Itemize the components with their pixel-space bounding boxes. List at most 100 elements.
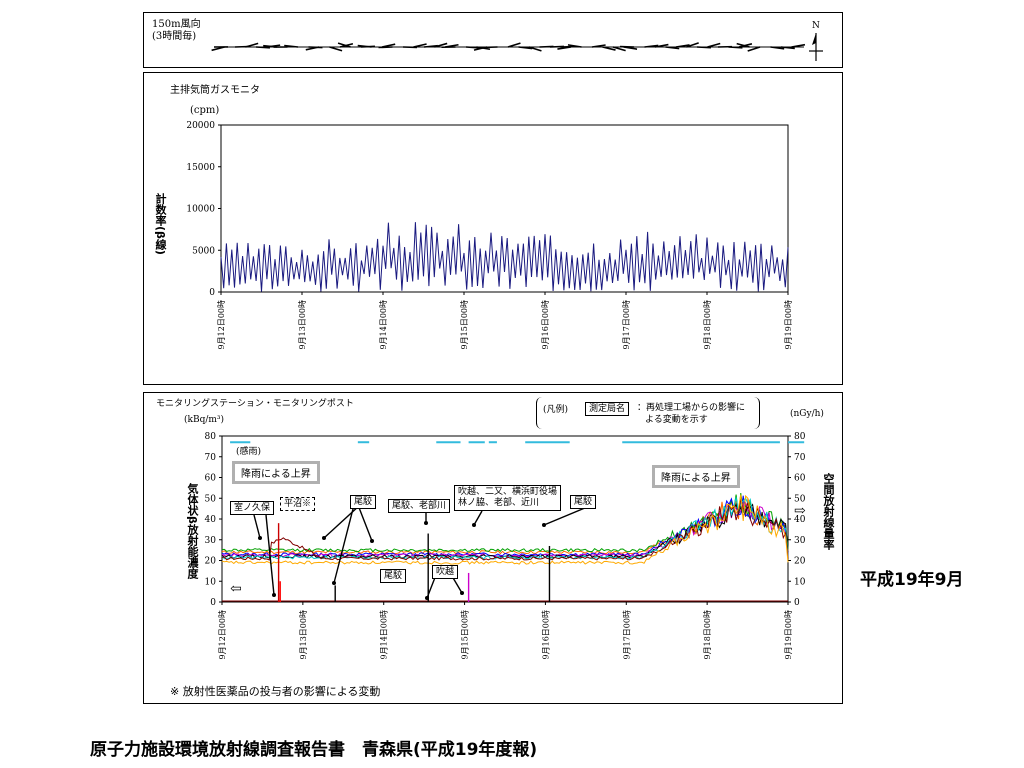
wind-arrow (434, 42, 448, 48)
annotation-fukkoshi: 吹越 (432, 565, 459, 579)
mon-ytick-label-left: 60 (205, 474, 217, 484)
dose-rate-series (221, 501, 789, 558)
report-footer: 原子力施設環境放射線調査報告書 青森県(平成19年度報) (90, 740, 538, 760)
mon-ytick-label-right: 50 (794, 494, 806, 504)
dose-rate-series (221, 497, 789, 560)
gas-ytick-label: 20000 (186, 121, 215, 131)
annotation-arrow-head (258, 536, 262, 540)
wind-arrows (211, 42, 806, 52)
mon-ytick-label-left: 30 (205, 536, 217, 546)
wind-arrow (686, 42, 699, 48)
mon-ytick-label-left: 10 (205, 577, 217, 587)
north-compass-icon (809, 33, 823, 61)
mon-ytick-label-left: 70 (205, 453, 217, 463)
mon-ytick-label-left: 20 (205, 557, 217, 567)
mon-ytick-label-right: 70 (794, 453, 806, 463)
annotation-hiranuma: 平沼※ (280, 497, 316, 511)
dose-rate-series (221, 495, 789, 557)
annotation-arrow-head (424, 521, 428, 525)
unit-left-text: (kBq/m³) (184, 415, 225, 425)
dose-rate-series (221, 494, 789, 565)
annotation-arrow-head (425, 596, 429, 600)
mon-ytick-label-left: 40 (205, 515, 217, 525)
legend-text-line2: よる変動を示す (645, 415, 708, 425)
monitoring-ylabel-right: 空間放射線量率 (822, 473, 835, 550)
wind-direction-panel: 150m風向 (3時間毎) N (143, 12, 843, 68)
annotation-obuchi-oippe: 尾駮、老部川 (388, 499, 451, 513)
annotation-fukkoshi-line2: 林ノ脇、老部、近川 (458, 498, 540, 508)
mon-xtick-label: 9月12日00時 (218, 610, 227, 659)
monitoring-ylabel-left: 気体状β放射能濃度 (186, 483, 199, 579)
mon-ytick-label-right: 60 (794, 474, 806, 484)
north-label: N (812, 21, 820, 31)
legend-prefix: (凡例) (543, 405, 569, 415)
mon-ytick-label-right: 40 (794, 515, 806, 525)
mon-ytick-label-left: 0 (210, 598, 216, 608)
wind-arrow (707, 42, 721, 48)
annotation-obuchi-1: 尾駮 (350, 495, 377, 509)
mon-ytick-label-right: 10 (794, 577, 806, 587)
monitoring-unit-right: (nGy/h) (790, 409, 824, 419)
annotation-arrow-head (472, 523, 476, 527)
gas-monitor-title: 主排気筒ガスモニタ (170, 85, 260, 96)
wind-arrow (747, 46, 761, 52)
monitoring-panel: モニタリングステーション・モニタリングポスト (kBq/m³) (nGy/h) … (143, 392, 843, 704)
footnote: ※ 放射性医薬品の投与者の影響による変動 (170, 685, 381, 698)
annotation-arrow-head (370, 539, 374, 543)
legend: (凡例) 測定局名 ：再処理工場からの影響に よる変動を示す (536, 397, 760, 429)
annotation-fukkoshi-line1: 吹越、二又、横浜町役場 (458, 487, 558, 497)
gas-ytick-label: 5000 (192, 246, 215, 256)
gas-xtick-label: 9月12日00時 (217, 300, 226, 349)
legend-station-box: 測定局名 (585, 402, 630, 416)
annotation-arrow-head (332, 581, 336, 585)
gas-xtick-label: 9月17日00時 (622, 300, 631, 349)
annotation-rain-rise-right: 降雨による上昇 (652, 465, 740, 488)
mon-xtick-label: 9月16日00時 (541, 610, 550, 659)
wind-arrow (602, 46, 616, 51)
annotation-arrow (473, 510, 483, 526)
gas-ytick-label: 10000 (186, 205, 215, 215)
gas-ytick-label: 15000 (186, 163, 215, 173)
mon-xtick-label: 9月19日00時 (784, 610, 793, 659)
annotation-fukkoshi-group: 吹越、二又、横浜町役場 林ノ脇、老部、近川 (454, 485, 562, 511)
gas-xtick-label: 9月14日00時 (379, 300, 388, 349)
gas-monitor-ylabel: 計数率(β線) (154, 193, 167, 255)
monitoring-unit-left: (kBq/m³) (184, 415, 224, 425)
gas-xtick-label: 9月15日00時 (460, 300, 469, 349)
mon-xtick-label: 9月18日00時 (703, 610, 712, 659)
gas-ytick-label: 0 (209, 288, 215, 298)
mon-ytick-label-right: 30 (794, 536, 806, 546)
annotation-arrow-head (460, 591, 464, 595)
month-caption: 平成19年9月 (860, 570, 964, 590)
mon-xtick-label: 9月13日00時 (299, 610, 308, 659)
mon-xtick-label: 9月15日00時 (461, 610, 470, 659)
mon-ytick-label-right: 0 (794, 598, 800, 608)
mon-ytick-label-right: 80 (794, 432, 806, 442)
wind-arrow (736, 42, 750, 48)
dose-rate-series (221, 498, 789, 561)
right-arrow-icon: ⇨ (794, 503, 806, 519)
monitoring-chart: 0 0 10 10 20 20 30 30 40 40 50 50 60 60 70 70 80 80 9月12日0… (205, 432, 806, 659)
legend-text-line1: ：再処理工場からの影響に (637, 403, 746, 413)
annotation-arrow (323, 504, 361, 539)
annotation-obuchi-2: 尾駮 (570, 495, 597, 509)
annotation-rain-rise-left: 降雨による上昇 (232, 461, 320, 484)
annotation-arrow (265, 514, 275, 596)
gas-xtick-label: 9月19日00時 (784, 300, 793, 349)
gas-xtick-label: 9月16日00時 (541, 300, 550, 349)
annotation-muronokubo: 室ノ久保 (230, 501, 275, 515)
annotation-arrow (357, 504, 373, 542)
rain-label: (感雨) (236, 447, 262, 457)
gas-xtick-label: 9月13日00時 (298, 300, 307, 349)
mon-ytick-label-left: 80 (205, 432, 217, 442)
annotation-arrow (333, 504, 355, 584)
gas-monitor-unit: (cpm) (190, 105, 220, 116)
mon-ytick-label-left: 50 (205, 494, 217, 504)
annotation-arrow-head (272, 593, 276, 597)
wind-label-line1: 150m風向 (152, 19, 201, 30)
wind-arrow (612, 46, 626, 52)
gas-monitor-panel: 主排気筒ガスモニタ (cpm) 計数率(β線) 0 5000 10000 15000 2… (143, 72, 843, 385)
gas-monitor-chart: 0 5000 10000 15000 20000 9月12日00時 9月13日00時 9月14… (186, 121, 793, 349)
wind-arrow (337, 42, 351, 48)
wind-arrow (528, 46, 542, 52)
